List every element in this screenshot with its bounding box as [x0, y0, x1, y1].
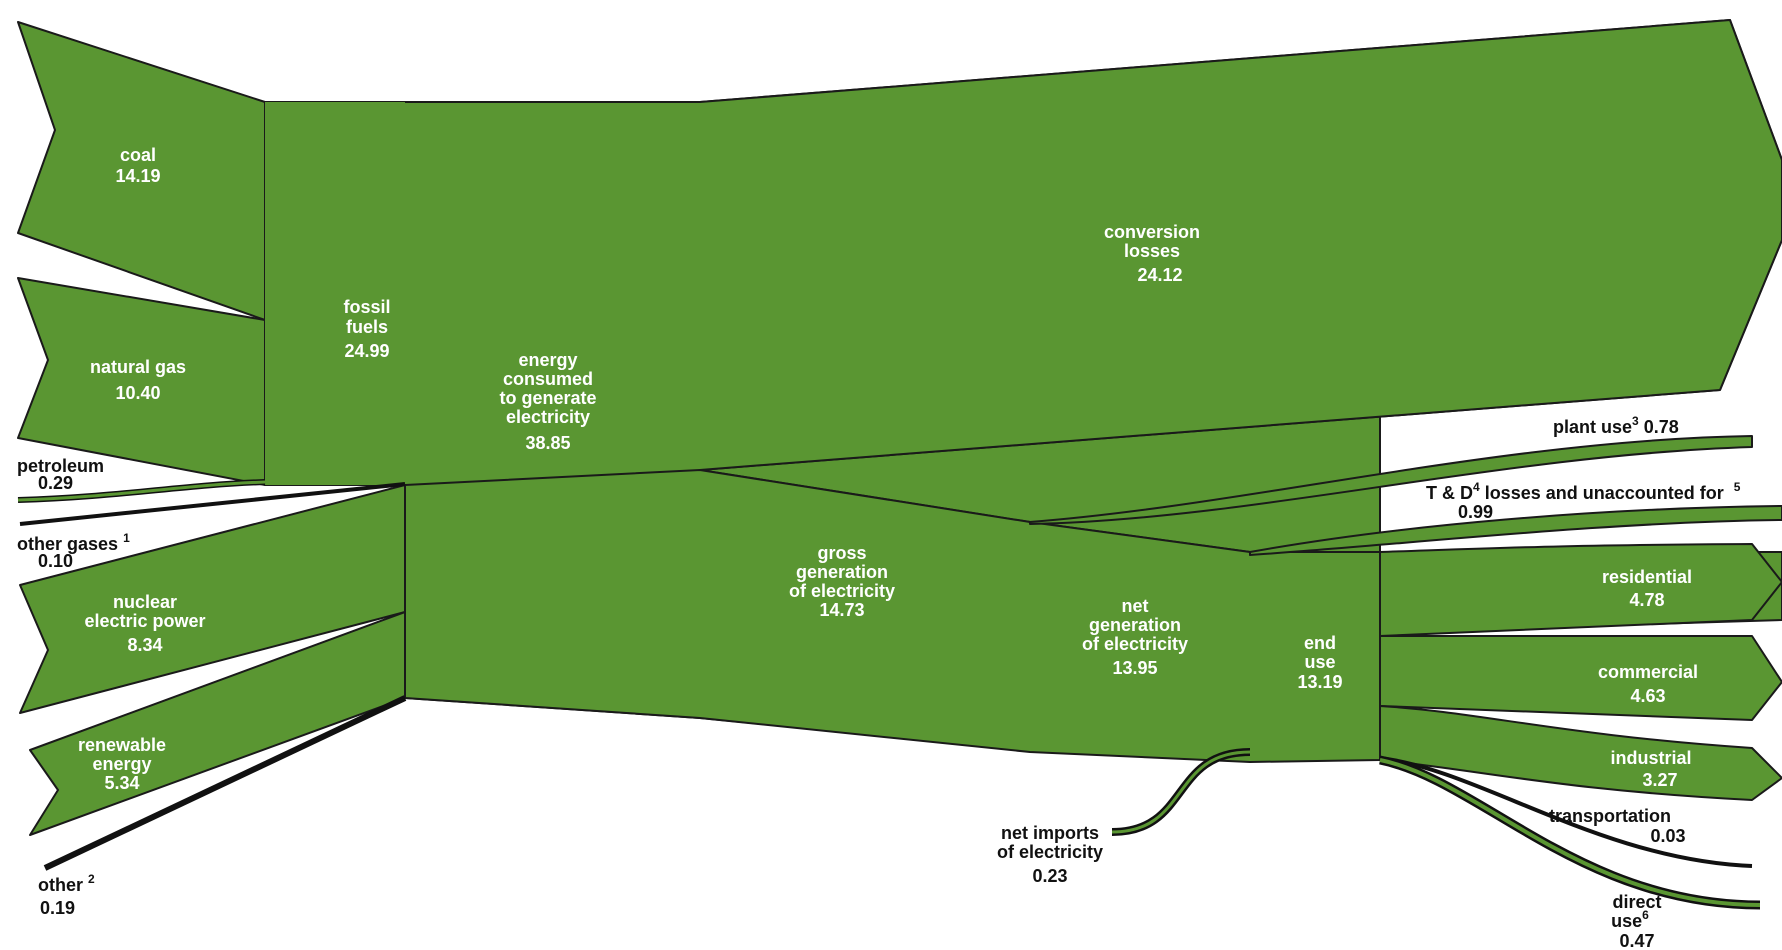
net-imports-value: 0.23	[1032, 866, 1067, 886]
natural-gas-label: natural gas	[90, 357, 186, 377]
natural-gas-value: 10.40	[115, 383, 160, 403]
nuclear-label-1: nuclear	[113, 592, 177, 612]
gross-generation-label-3: of electricity	[789, 581, 895, 601]
other-value: 0.19	[40, 898, 75, 918]
transportation-label: transportation	[1549, 806, 1671, 826]
natural-gas-flow	[18, 278, 265, 485]
coal-value: 14.19	[115, 166, 160, 186]
energy-consumed-value: 38.85	[525, 433, 570, 453]
residential-flow	[1380, 544, 1782, 636]
other-label: other 2	[38, 872, 95, 895]
direct-use-value: 0.47	[1619, 931, 1654, 950]
commercial-label: commercial	[1598, 662, 1698, 682]
fossil-fuels-label-2: fuels	[346, 317, 388, 337]
gross-generation-label-2: generation	[796, 562, 888, 582]
energy-consumed-label-1: energy	[518, 350, 577, 370]
end-use-label-2: use	[1304, 652, 1335, 672]
direct-use-label-1: direct	[1612, 892, 1661, 912]
commercial-value: 4.63	[1630, 686, 1665, 706]
net-imports-label-2: of electricity	[997, 842, 1103, 862]
commercial-flow	[1380, 636, 1782, 720]
petroleum-value: 0.29	[38, 473, 73, 493]
end-use-value: 13.19	[1297, 672, 1342, 692]
industrial-value: 3.27	[1642, 770, 1677, 790]
td-losses-value: 0.99	[1458, 502, 1493, 522]
fossil-fuels-label-1: fossil	[343, 297, 390, 317]
coal-label: coal	[120, 145, 156, 165]
transportation-value: 0.03	[1650, 826, 1685, 846]
plant-use-label: plant use3 0.78	[1553, 414, 1679, 437]
nuclear-value: 8.34	[127, 635, 162, 655]
other-gases-label: other gases 1	[17, 531, 130, 554]
industrial-label: industrial	[1610, 748, 1691, 768]
conversion-losses-label-1: conversion	[1104, 222, 1200, 242]
conversion-losses-label-2: losses	[1124, 241, 1180, 261]
renewable-value: 5.34	[104, 773, 139, 793]
renewable-label-2: energy	[92, 754, 151, 774]
renewable-label-1: renewable	[78, 735, 166, 755]
gross-generation-label-1: gross	[817, 543, 866, 563]
conversion-losses-value: 24.12	[1137, 265, 1182, 285]
energy-consumed-label-3: to generate	[499, 388, 596, 408]
gross-generation-value: 14.73	[819, 600, 864, 620]
net-imports-flow-inner	[1112, 752, 1250, 832]
nuclear-label-2: electric power	[84, 611, 205, 631]
net-generation-label-3: of electricity	[1082, 634, 1188, 654]
energy-consumed-label-2: consumed	[503, 369, 593, 389]
td-losses-label: T & D4 losses and unaccounted for 5	[1426, 480, 1741, 503]
fossil-fuels-value: 24.99	[344, 341, 389, 361]
residential-value: 4.78	[1629, 590, 1664, 610]
net-generation-value: 13.95	[1112, 658, 1157, 678]
net-imports-label-1: net imports	[1001, 823, 1099, 843]
net-generation-label-2: generation	[1089, 615, 1181, 635]
direct-use-label-2: use6	[1611, 908, 1649, 931]
end-use-label-1: end	[1304, 633, 1336, 653]
energy-consumed-label-4: electricity	[506, 407, 590, 427]
net-generation-label-1: net	[1122, 596, 1149, 616]
other-gases-value: 0.10	[38, 551, 73, 571]
residential-label: residential	[1602, 567, 1692, 587]
fossil-fuels-flow	[265, 102, 405, 485]
